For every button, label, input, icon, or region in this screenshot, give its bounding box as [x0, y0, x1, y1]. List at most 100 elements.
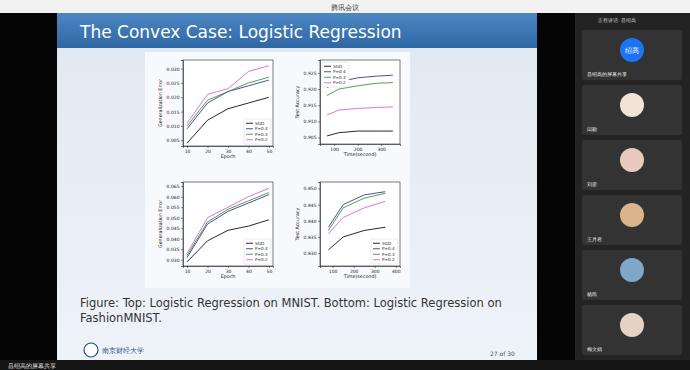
- legend-label: P=0.4: [255, 126, 268, 131]
- legend-label: P=0.4: [333, 69, 346, 74]
- y-tick: 0.065: [167, 184, 183, 189]
- legend-label: P=0.2: [255, 137, 268, 142]
- legend-label: SGD: [333, 64, 342, 69]
- participant-tile[interactable]: 刘彦: [582, 140, 682, 190]
- x-tick: 400: [392, 266, 401, 274]
- avatar: [620, 258, 644, 282]
- legend: SGDP=0.4P=0.3P=0.2: [244, 239, 271, 264]
- x-tick-label: 100: [329, 269, 338, 274]
- avatar: [620, 93, 644, 117]
- tile-bg: [582, 85, 682, 135]
- series-line: [328, 201, 385, 233]
- tile-bg: [582, 250, 682, 300]
- y-tick: 0.920: [304, 87, 320, 92]
- x-tick: 20: [205, 146, 211, 154]
- legend-swatch: [373, 254, 380, 255]
- participant-tile[interactable]: 王月君: [582, 195, 682, 245]
- y-tick: 0.005: [167, 138, 183, 143]
- y-axis-title: Test Accuracy: [295, 85, 300, 119]
- x-axis: 1020304050: [184, 266, 274, 274]
- x-tick: 50: [267, 266, 273, 274]
- participant-panel: [575, 13, 690, 360]
- y-tick-label: 0.835: [304, 235, 317, 240]
- legend-box: [244, 119, 271, 144]
- y-tick-label: 0.845: [304, 203, 317, 208]
- x-axis-title: Epoch: [221, 274, 236, 279]
- title-bar: [0, 0, 690, 13]
- x-tick-mark: [187, 146, 188, 148]
- x-tick: 300: [371, 266, 380, 274]
- legend-swatch: [246, 243, 253, 244]
- y-axis: 0.830 0.835 0.840 0.845 0.850: [304, 183, 321, 267]
- slide-body: [57, 13, 537, 360]
- y-tick-mark: [181, 260, 183, 261]
- participant-tile[interactable]: 闫勤: [582, 85, 682, 135]
- y-tick-mark: [181, 126, 183, 127]
- x-tick: 100: [329, 266, 338, 274]
- y-tick: 0.905: [304, 135, 320, 140]
- y-tick-label: 0.055: [167, 205, 180, 210]
- y-tick: 0.830: [304, 251, 320, 256]
- plot-frame: [183, 182, 273, 266]
- tile-bg: [582, 305, 682, 355]
- participant-tile[interactable]: 绍高吕绍高的屏幕共享: [582, 30, 682, 80]
- plot-frame: [320, 60, 400, 144]
- y-axis: 0.0050.0100.0150.0200.0250.030: [167, 61, 184, 147]
- y-tick-mark: [181, 140, 183, 141]
- y-tick: 0.035: [167, 247, 183, 252]
- x-tick-mark: [381, 144, 382, 146]
- participant-tile[interactable]: 梅文娟: [582, 305, 682, 355]
- legend-box: [371, 239, 398, 264]
- x-axis-title: Time(second): [343, 274, 377, 279]
- legend-label: P=0.3: [255, 252, 268, 257]
- legend-swatch: [246, 139, 253, 140]
- series-line: [187, 97, 269, 143]
- y-tick: 0.925: [304, 71, 320, 76]
- x-tick-label: 300: [371, 269, 380, 274]
- y-tick-label: 0.020: [167, 95, 180, 100]
- chart: 100 200 300 400 0.830 0.835 0.840 0.845 0.850 Tim…: [295, 182, 401, 279]
- y-tick-label: 0.050: [167, 216, 180, 221]
- plot-bg: [320, 182, 400, 266]
- y-tick: 0.040: [167, 237, 183, 242]
- legend-label: SGD: [382, 241, 391, 246]
- y-tick: 0.835: [304, 235, 320, 240]
- y-tick: 0.030: [167, 67, 183, 72]
- y-tick: 0.910: [304, 119, 320, 124]
- x-tick: 300: [377, 144, 386, 152]
- y-tick-label: 0.910: [304, 119, 317, 124]
- y-tick: 0.050: [167, 216, 183, 221]
- legend: SGDP=0.4P=0.3P=0.2: [244, 119, 271, 144]
- participant-tile[interactable]: 杨凯: [582, 250, 682, 300]
- legend-label: P=0.3: [333, 75, 346, 80]
- legend-label: SGD: [255, 241, 264, 246]
- x-tick-label: 400: [392, 269, 401, 274]
- chart: 1002003000.9050.9100.9150.9200.925Time(s…: [295, 60, 401, 157]
- x-axis-title: Time(second): [343, 152, 377, 157]
- y-tick-mark: [181, 69, 183, 70]
- x-tick: 200: [354, 144, 363, 152]
- series-line: [187, 220, 269, 262]
- y-tick: 0.045: [167, 226, 183, 231]
- y-tick-label: 0.840: [304, 219, 317, 224]
- y-tick-label: 0.915: [304, 103, 317, 108]
- x-tick: 30: [226, 146, 232, 154]
- y-tick: 0.845: [304, 203, 320, 208]
- y-axis: 0.905 0.910 0.915 0.920 0.925: [304, 61, 321, 145]
- legend-label: P=0.4: [255, 246, 268, 251]
- legend-swatch: [373, 259, 380, 260]
- series-line: [327, 131, 393, 136]
- y-axis-title: Generalization Error: [158, 200, 163, 248]
- series-line: [187, 195, 269, 258]
- plot-marks: [187, 66, 269, 143]
- y-tick-mark: [181, 112, 183, 113]
- legend-label: P=0.4: [382, 246, 395, 251]
- x-tick: 30: [226, 266, 232, 274]
- participant-name: 闫勤: [587, 126, 597, 132]
- participant-name: 王月君: [587, 236, 602, 242]
- plot-frame: [183, 60, 273, 146]
- x-tick-label: 200: [350, 269, 359, 274]
- y-tick-label: 0.850: [304, 186, 317, 191]
- legend-label: P=0.3: [382, 252, 395, 257]
- chart: 10203040500.0300.0350.0400.0450.0500.055…: [158, 182, 274, 279]
